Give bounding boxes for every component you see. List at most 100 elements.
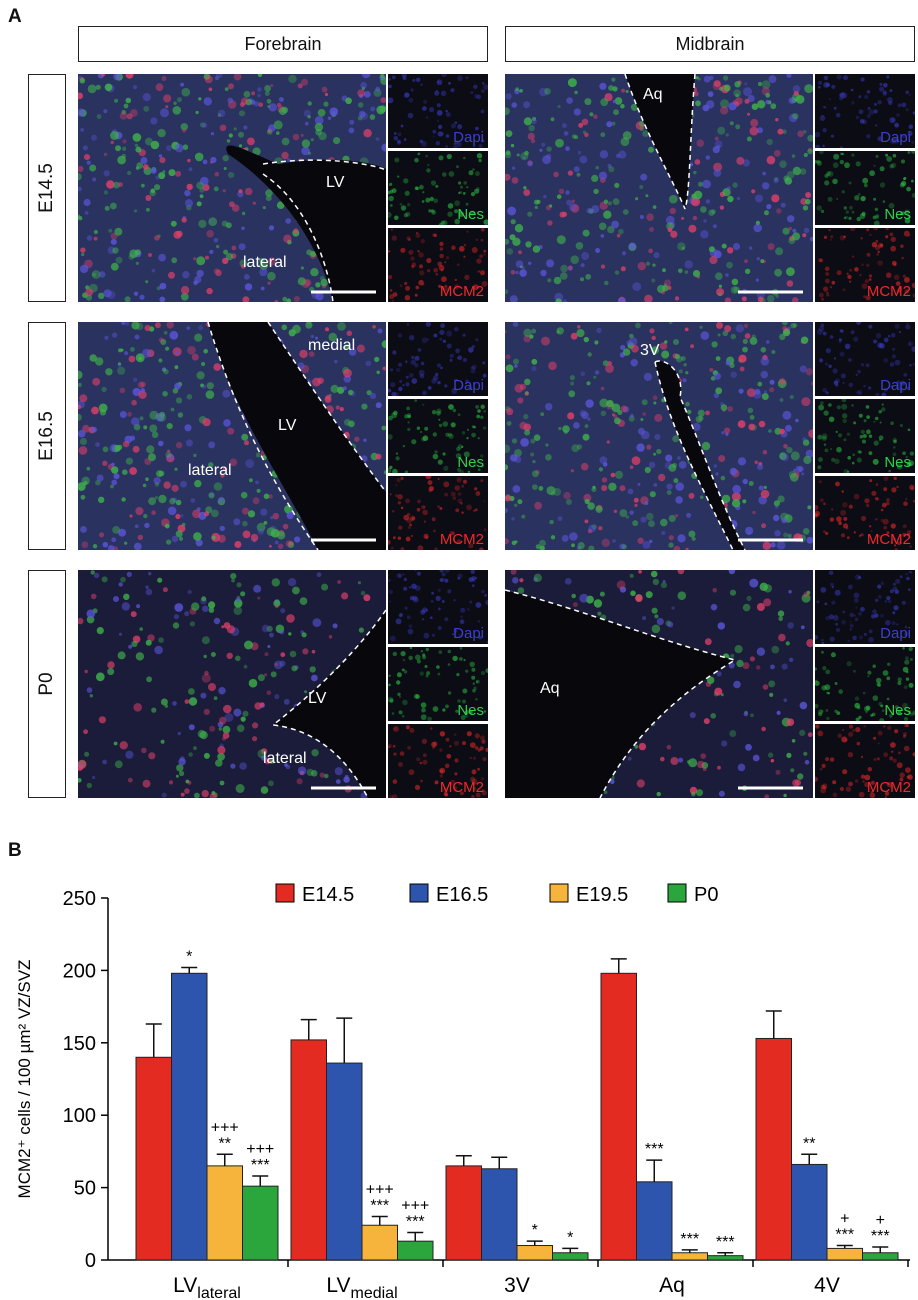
- bar: [552, 1252, 589, 1261]
- legend-swatch: [667, 883, 687, 903]
- channel-label-mcm2: MCM2: [439, 283, 484, 300]
- bar: [516, 1245, 553, 1261]
- panel-b-letter: B: [8, 840, 22, 861]
- significance-mark: **: [219, 1135, 231, 1152]
- channel-thumb-nes: Nes: [388, 151, 488, 225]
- y-tick-label: 150: [63, 1033, 96, 1055]
- significance-mark: +: [840, 1211, 849, 1228]
- micrograph-fore-e165: LV lateral medial: [78, 322, 386, 550]
- channel-label-mcm2: MCM2: [439, 779, 484, 796]
- bar: [361, 1224, 398, 1261]
- bar: [636, 1181, 673, 1261]
- image-label: Aq: [540, 680, 560, 697]
- bar: [135, 1056, 172, 1261]
- channel-thumb-mcm2: MCM2: [815, 476, 915, 550]
- significance-mark: ***: [716, 1234, 735, 1251]
- channel-label-mcm2: MCM2: [866, 779, 911, 796]
- channel-label-dapi: Dapi: [453, 129, 484, 146]
- bar: [171, 972, 208, 1261]
- channel-thumb-dapi: Dapi: [388, 570, 488, 644]
- channel-thumb-dapi: Dapi: [815, 322, 915, 396]
- image-label: LV: [326, 174, 345, 191]
- significance-mark: **: [803, 1135, 815, 1152]
- significance-mark: ***: [835, 1227, 854, 1244]
- channel-thumb-dapi: Dapi: [815, 74, 915, 148]
- significance-mark: ***: [680, 1231, 699, 1248]
- y-tick-label: 0: [85, 1250, 96, 1272]
- legend-swatch: [549, 883, 569, 903]
- panel-a-letter: A: [8, 6, 22, 27]
- channel-label-dapi: Dapi: [453, 377, 484, 394]
- x-tick-label: 3V: [504, 1274, 530, 1297]
- significance-mark: ***: [370, 1198, 389, 1215]
- significance-mark: +++: [401, 1197, 429, 1214]
- channel-thumb-nes: Nes: [388, 399, 488, 473]
- significance-mark: ***: [645, 1141, 664, 1158]
- region-label-midbrain: Midbrain: [505, 26, 915, 62]
- channel-label-mcm2: MCM2: [866, 283, 911, 300]
- channel-thumb-mcm2: MCM2: [815, 724, 915, 798]
- significance-mark: *: [532, 1222, 538, 1239]
- image-label: LV: [278, 417, 297, 434]
- channel-thumb-nes: Nes: [815, 399, 915, 473]
- bar: [707, 1255, 744, 1261]
- channel-thumb-nes: Nes: [388, 647, 488, 721]
- y-tick-label: 250: [63, 888, 96, 910]
- channel-label-dapi: Dapi: [880, 129, 911, 146]
- y-axis-label: MCM2⁺ cells / 100 µm² VZ/SVZ: [15, 960, 34, 1199]
- significance-mark: *: [186, 949, 192, 966]
- region-label-forebrain: Forebrain: [78, 26, 488, 62]
- channel-label-mcm2: MCM2: [866, 531, 911, 548]
- stage-label-e165: E16.5: [28, 322, 66, 550]
- legend-swatch: [409, 883, 429, 903]
- channel-thumb-mcm2: MCM2: [815, 228, 915, 302]
- bar: [326, 1062, 363, 1261]
- y-tick-label: 200: [63, 960, 96, 982]
- channel-thumb-mcm2: MCM2: [388, 228, 488, 302]
- bar: [397, 1240, 434, 1261]
- channel-label-dapi: Dapi: [453, 625, 484, 642]
- image-label: 3V: [640, 342, 660, 359]
- channel-label-nes: Nes: [884, 206, 911, 223]
- bar: [481, 1168, 518, 1261]
- channel-label-nes: Nes: [457, 702, 484, 719]
- image-label: lateral: [188, 462, 232, 479]
- bar: [671, 1252, 708, 1261]
- significance-mark: +++: [246, 1141, 274, 1158]
- channel-thumb-mcm2: MCM2: [388, 476, 488, 550]
- micrograph-fore-p0: LV lateral: [78, 570, 386, 798]
- significance-mark: +++: [366, 1182, 394, 1199]
- stage-label-e145: E14.5: [28, 74, 66, 302]
- channel-label-nes: Nes: [884, 454, 911, 471]
- bar: [862, 1252, 899, 1261]
- bar: [290, 1039, 327, 1261]
- channel-label-dapi: Dapi: [880, 377, 911, 394]
- legend-label: P0: [694, 884, 718, 906]
- channel-thumb-dapi: Dapi: [388, 322, 488, 396]
- image-label: Aq: [643, 86, 663, 103]
- x-tick-label: LVlateral: [173, 1274, 241, 1300]
- micrograph-mid-e145: Aq: [505, 74, 813, 302]
- channel-label-mcm2: MCM2: [439, 531, 484, 548]
- bar: [242, 1185, 279, 1261]
- significance-mark: ***: [251, 1157, 270, 1174]
- x-tick-label: LVmedial: [326, 1274, 397, 1300]
- significance-mark: ***: [406, 1213, 425, 1230]
- channel-label-nes: Nes: [457, 454, 484, 471]
- stage-label-p0: P0: [28, 570, 66, 798]
- micrograph-mid-e165: 3V: [505, 322, 813, 550]
- image-label: LV: [308, 690, 327, 707]
- legend-label: E19.5: [576, 884, 628, 906]
- channel-label-dapi: Dapi: [880, 625, 911, 642]
- bar-chart: 0 50 100 150 200 250 MCM2⁺ cells / 100 µm² VZ/…: [15, 883, 910, 1300]
- y-tick-label: 50: [74, 1178, 96, 1200]
- bar: [600, 972, 637, 1261]
- channel-label-nes: Nes: [884, 702, 911, 719]
- x-tick-label: 4V: [814, 1274, 840, 1297]
- y-tick-label: 100: [63, 1105, 96, 1127]
- image-label: medial: [308, 337, 356, 354]
- bar: [791, 1163, 828, 1261]
- significance-mark: *: [567, 1229, 573, 1246]
- bar: [826, 1247, 863, 1261]
- legend-label: E16.5: [436, 884, 488, 906]
